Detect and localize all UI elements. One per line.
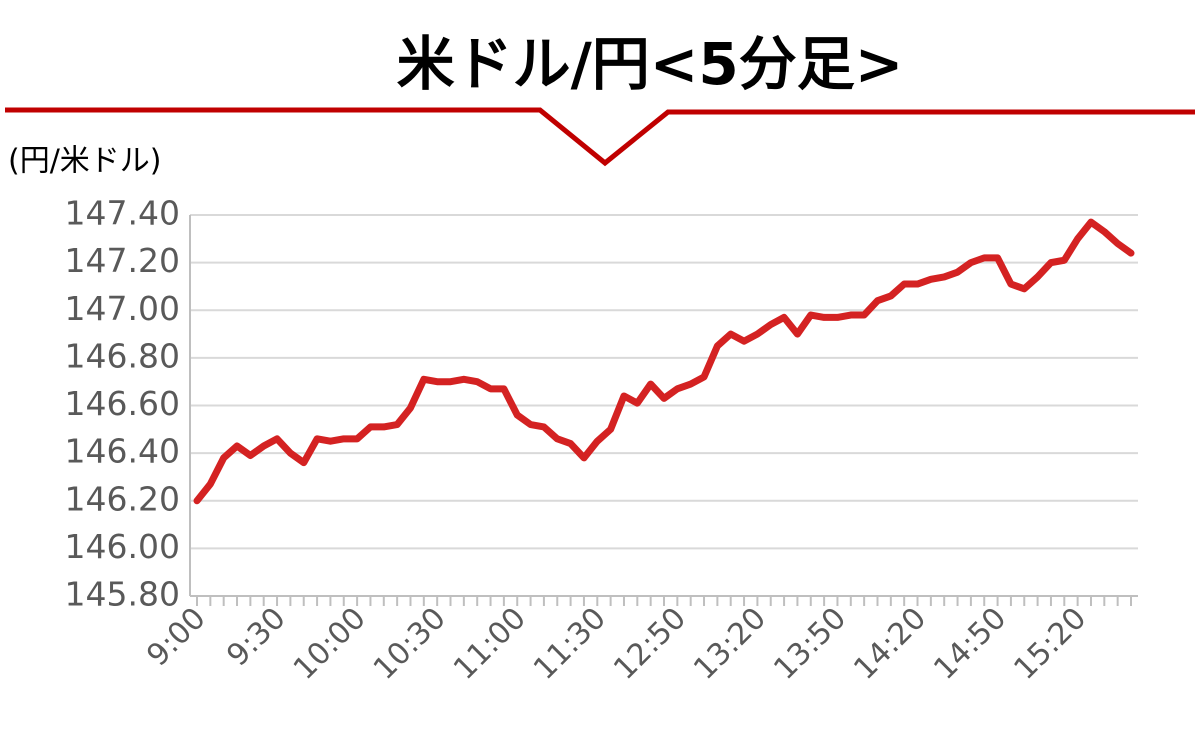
y-tick-label: 146.20 [65, 479, 180, 518]
chart-title: 米ドル/円<5分足> [397, 30, 904, 98]
x-tick-label: 11:30 [527, 601, 613, 687]
x-tick-label: 14:50 [927, 601, 1013, 687]
x-tick-label: 10:30 [367, 601, 453, 687]
x-tick-label: 11:00 [447, 601, 533, 687]
y-tick-label: 145.80 [65, 575, 180, 614]
x-tick-label: 13:50 [767, 601, 853, 687]
title-underline [5, 107, 1195, 167]
y-tick-label: 147.40 [65, 194, 180, 233]
x-tick-label: 15:20 [1007, 601, 1093, 687]
x-tick-label: 9:30 [220, 601, 292, 673]
price-line [193, 218, 1135, 505]
y-tick-label: 146.00 [65, 527, 180, 566]
y-tick-label: 146.40 [65, 432, 180, 471]
y-tick-label: 146.80 [65, 336, 180, 375]
x-tick-label: 12:50 [607, 601, 693, 687]
y-axis-label: (円/米ドル) [8, 144, 162, 179]
x-tick-label: 13:20 [687, 601, 773, 687]
y-tick-label: 146.60 [65, 384, 180, 423]
y-tick-label: 147.00 [65, 289, 180, 328]
x-tick-label: 14:20 [847, 601, 933, 687]
x-tick-label: 10:00 [287, 601, 373, 687]
y-tick-label: 147.20 [65, 241, 180, 280]
